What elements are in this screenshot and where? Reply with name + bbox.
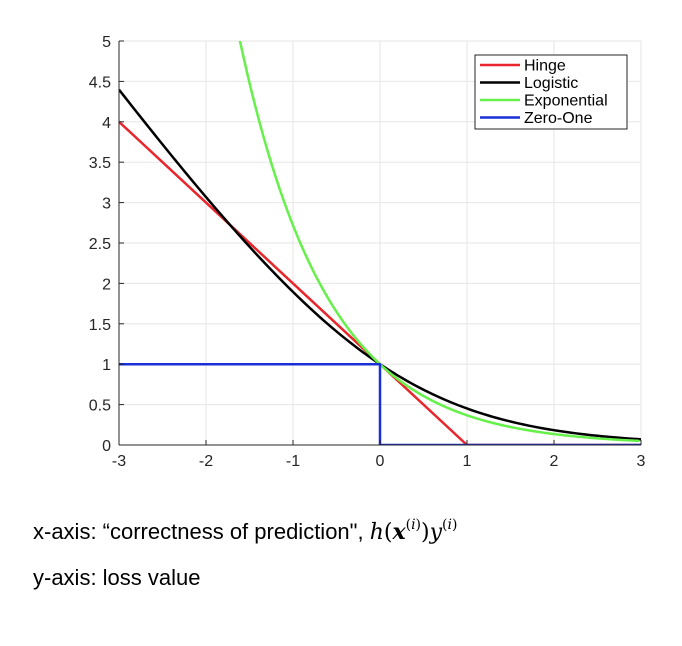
x-axis-caption: x-axis: “correctness of prediction", h(x… xyxy=(33,517,458,546)
loss-chart-svg: -3 -2 -1 0 1 2 3 0 0.5 1 1.5 2 2.5 3 3.5 4 4.5 5 HingeLogi… xyxy=(89,34,646,470)
y-tick-label: 4 xyxy=(102,115,111,132)
x-axis-formula: h(x(i))y(i) xyxy=(369,517,458,545)
x-tick-label: -1 xyxy=(286,453,300,470)
y-tick-label: 0 xyxy=(102,438,111,455)
x-tick-label: -2 xyxy=(199,453,213,470)
series-line-exponential xyxy=(238,41,640,443)
x-tick-label: -3 xyxy=(112,453,126,470)
y-tick-label: 5 xyxy=(102,34,111,51)
x-tick-label: 3 xyxy=(637,453,646,470)
series-line-zero-one xyxy=(119,362,641,445)
y-tick-label: 2.5 xyxy=(89,236,111,253)
y-axis-caption: y-axis: loss value xyxy=(33,565,201,590)
y-tick-label: 2 xyxy=(102,276,111,293)
y-tick-label: 3 xyxy=(102,196,111,213)
legend-label-hinge: Hinge xyxy=(524,58,566,75)
y-tick-label: 1 xyxy=(102,357,111,374)
legend-label-zero-one: Zero-One xyxy=(524,110,593,127)
x-tick-label: 0 xyxy=(376,453,385,470)
y-tick-label: 3.5 xyxy=(89,155,111,172)
x-tick-label: 2 xyxy=(550,453,559,470)
legend-label-logistic: Logistic xyxy=(524,75,578,92)
y-tick-label: 4.5 xyxy=(89,74,111,91)
loss-chart: -3 -2 -1 0 1 2 3 0 0.5 1 1.5 2 2.5 3 3.5 4 4.5 5 Hinge Logi… xyxy=(89,34,646,470)
x-axis-caption-text: x-axis: “correctness of prediction", xyxy=(33,519,370,544)
y-tick-label: 0.5 xyxy=(89,398,111,415)
y-tick-label: 1.5 xyxy=(89,317,111,334)
legend-label-exponential: Exponential xyxy=(524,93,608,110)
x-tick-label: 1 xyxy=(463,453,472,470)
